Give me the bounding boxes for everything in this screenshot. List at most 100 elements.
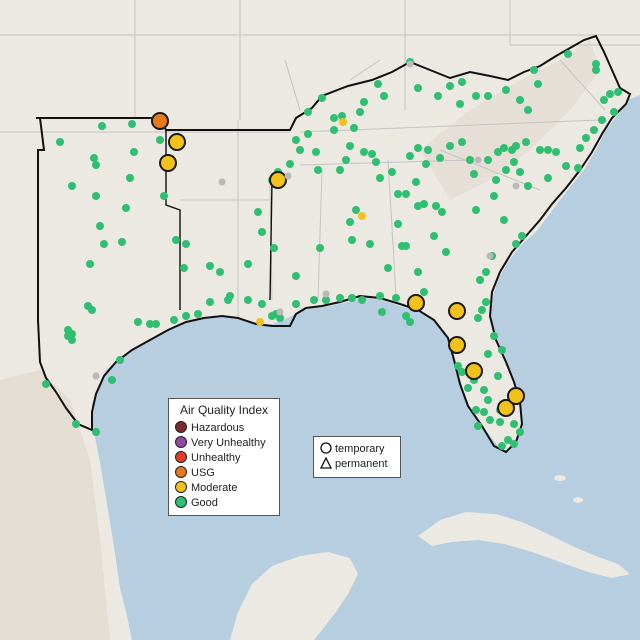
monitor-site-marker[interactable]	[284, 172, 292, 180]
good-site-marker[interactable]	[160, 192, 168, 200]
good-site-marker[interactable]	[482, 298, 490, 306]
good-site-marker[interactable]	[348, 236, 356, 244]
good-site-marker[interactable]	[310, 296, 318, 304]
moderate-site-marker[interactable]	[507, 387, 525, 405]
good-site-marker[interactable]	[304, 130, 312, 138]
good-site-marker[interactable]	[512, 142, 520, 150]
good-site-marker[interactable]	[496, 418, 504, 426]
good-site-marker[interactable]	[480, 408, 488, 416]
good-site-marker[interactable]	[128, 120, 136, 128]
good-site-marker[interactable]	[464, 384, 472, 392]
good-site-marker[interactable]	[432, 202, 440, 210]
good-site-marker[interactable]	[406, 152, 414, 160]
good-site-marker[interactable]	[360, 98, 368, 106]
good-site-marker[interactable]	[442, 248, 450, 256]
good-site-marker[interactable]	[92, 428, 100, 436]
monitor-site-marker[interactable]	[218, 178, 226, 186]
good-site-marker[interactable]	[536, 146, 544, 154]
good-site-marker[interactable]	[484, 350, 492, 358]
good-site-marker[interactable]	[258, 300, 266, 308]
good-site-marker[interactable]	[384, 264, 392, 272]
good-site-marker[interactable]	[206, 262, 214, 270]
good-site-marker[interactable]	[458, 138, 466, 146]
good-site-marker[interactable]	[258, 228, 266, 236]
good-site-marker[interactable]	[56, 138, 64, 146]
good-site-marker[interactable]	[116, 356, 124, 364]
good-site-marker[interactable]	[484, 156, 492, 164]
good-site-marker[interactable]	[494, 148, 502, 156]
good-site-marker[interactable]	[130, 148, 138, 156]
monitor-site-marker[interactable]	[474, 156, 482, 164]
good-site-marker[interactable]	[134, 318, 142, 326]
monitor-site-marker[interactable]	[322, 290, 330, 298]
good-site-marker[interactable]	[510, 440, 518, 448]
good-site-marker[interactable]	[610, 108, 618, 116]
moderate-site-marker[interactable]	[448, 336, 466, 354]
good-site-marker[interactable]	[276, 314, 284, 322]
good-site-marker[interactable]	[296, 146, 304, 154]
good-site-marker[interactable]	[314, 166, 322, 174]
good-site-marker[interactable]	[292, 300, 300, 308]
good-site-marker[interactable]	[590, 126, 598, 134]
good-site-marker[interactable]	[472, 92, 480, 100]
good-site-marker[interactable]	[92, 192, 100, 200]
good-site-marker[interactable]	[446, 142, 454, 150]
good-site-marker[interactable]	[606, 90, 614, 98]
good-site-marker[interactable]	[330, 114, 338, 122]
good-site-marker[interactable]	[490, 332, 498, 340]
good-site-marker[interactable]	[312, 148, 320, 156]
usg-site-marker[interactable]	[151, 112, 169, 130]
good-site-marker[interactable]	[100, 240, 108, 248]
good-site-marker[interactable]	[182, 240, 190, 248]
good-site-marker[interactable]	[600, 96, 608, 104]
good-site-marker[interactable]	[346, 218, 354, 226]
good-site-marker[interactable]	[402, 190, 410, 198]
good-site-marker[interactable]	[330, 126, 338, 134]
good-site-marker[interactable]	[474, 422, 482, 430]
good-site-marker[interactable]	[368, 150, 376, 158]
good-site-marker[interactable]	[182, 312, 190, 320]
good-site-marker[interactable]	[476, 276, 484, 284]
good-site-marker[interactable]	[88, 306, 96, 314]
good-site-marker[interactable]	[406, 318, 414, 326]
good-site-marker[interactable]	[436, 154, 444, 162]
good-site-marker[interactable]	[170, 316, 178, 324]
good-site-marker[interactable]	[470, 170, 478, 178]
good-site-marker[interactable]	[510, 158, 518, 166]
good-site-marker[interactable]	[498, 346, 506, 354]
good-site-marker[interactable]	[414, 84, 422, 92]
good-site-marker[interactable]	[474, 314, 482, 322]
good-site-marker[interactable]	[152, 320, 160, 328]
moderate-site-marker[interactable]	[269, 171, 287, 189]
good-site-marker[interactable]	[434, 92, 442, 100]
good-site-marker[interactable]	[614, 88, 622, 96]
good-site-marker[interactable]	[394, 190, 402, 198]
good-site-marker[interactable]	[524, 106, 532, 114]
good-site-marker[interactable]	[352, 206, 360, 214]
good-site-marker[interactable]	[534, 80, 542, 88]
good-site-marker[interactable]	[64, 332, 72, 340]
good-site-marker[interactable]	[458, 368, 466, 376]
good-site-marker[interactable]	[484, 396, 492, 404]
good-site-marker[interactable]	[438, 208, 446, 216]
good-site-marker[interactable]	[466, 156, 474, 164]
good-site-marker[interactable]	[350, 124, 358, 132]
monitor-site-marker[interactable]	[486, 252, 494, 260]
good-site-marker[interactable]	[392, 294, 400, 302]
good-site-marker[interactable]	[574, 164, 582, 172]
good-site-marker[interactable]	[336, 294, 344, 302]
good-site-marker[interactable]	[270, 244, 278, 252]
good-site-marker[interactable]	[388, 168, 396, 176]
moderate-site-marker[interactable]	[465, 362, 483, 380]
good-site-marker[interactable]	[430, 232, 438, 240]
good-site-marker[interactable]	[414, 268, 422, 276]
good-site-marker[interactable]	[414, 144, 422, 152]
good-site-marker[interactable]	[118, 238, 126, 246]
good-site-marker[interactable]	[122, 204, 130, 212]
good-site-marker[interactable]	[562, 162, 570, 170]
good-site-marker[interactable]	[544, 174, 552, 182]
good-site-marker[interactable]	[360, 148, 368, 156]
good-site-marker[interactable]	[564, 50, 572, 58]
good-site-marker[interactable]	[316, 244, 324, 252]
good-site-marker[interactable]	[492, 176, 500, 184]
